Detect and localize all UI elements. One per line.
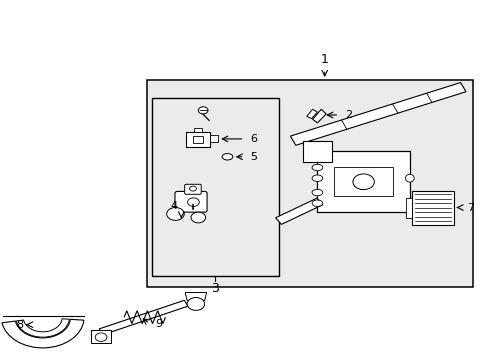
Circle shape xyxy=(191,212,205,223)
Ellipse shape xyxy=(311,189,322,196)
Polygon shape xyxy=(99,300,187,335)
Polygon shape xyxy=(306,109,317,118)
Circle shape xyxy=(166,207,184,220)
Ellipse shape xyxy=(405,174,413,182)
Circle shape xyxy=(198,107,207,114)
Bar xyxy=(210,135,218,143)
Text: 1: 1 xyxy=(320,53,328,66)
Bar xyxy=(193,136,203,143)
Polygon shape xyxy=(275,198,322,224)
FancyBboxPatch shape xyxy=(184,184,201,194)
Text: 9: 9 xyxy=(155,319,163,329)
Text: 5: 5 xyxy=(250,152,257,162)
Bar xyxy=(334,167,392,196)
Text: 8: 8 xyxy=(17,320,24,330)
Circle shape xyxy=(352,174,373,190)
Wedge shape xyxy=(2,319,84,348)
Polygon shape xyxy=(91,330,111,342)
Ellipse shape xyxy=(222,154,232,160)
Wedge shape xyxy=(17,319,69,337)
Ellipse shape xyxy=(311,175,322,181)
Bar xyxy=(186,132,210,147)
FancyBboxPatch shape xyxy=(175,192,206,212)
Ellipse shape xyxy=(311,164,322,171)
Text: 7: 7 xyxy=(466,203,473,212)
Text: 3: 3 xyxy=(211,282,219,295)
Polygon shape xyxy=(185,293,206,300)
Circle shape xyxy=(189,186,196,191)
Bar xyxy=(302,141,331,162)
Text: 6: 6 xyxy=(250,134,257,144)
Ellipse shape xyxy=(311,200,322,206)
Bar xyxy=(147,80,472,287)
Circle shape xyxy=(95,333,107,342)
Circle shape xyxy=(187,297,204,310)
Bar xyxy=(411,191,453,225)
Bar xyxy=(406,198,411,217)
Text: 2: 2 xyxy=(345,110,351,120)
Circle shape xyxy=(187,198,199,206)
Bar xyxy=(194,128,202,132)
Bar xyxy=(317,152,409,212)
Polygon shape xyxy=(312,109,325,123)
Bar xyxy=(152,98,278,276)
Polygon shape xyxy=(290,82,465,145)
Text: 4: 4 xyxy=(170,202,177,211)
